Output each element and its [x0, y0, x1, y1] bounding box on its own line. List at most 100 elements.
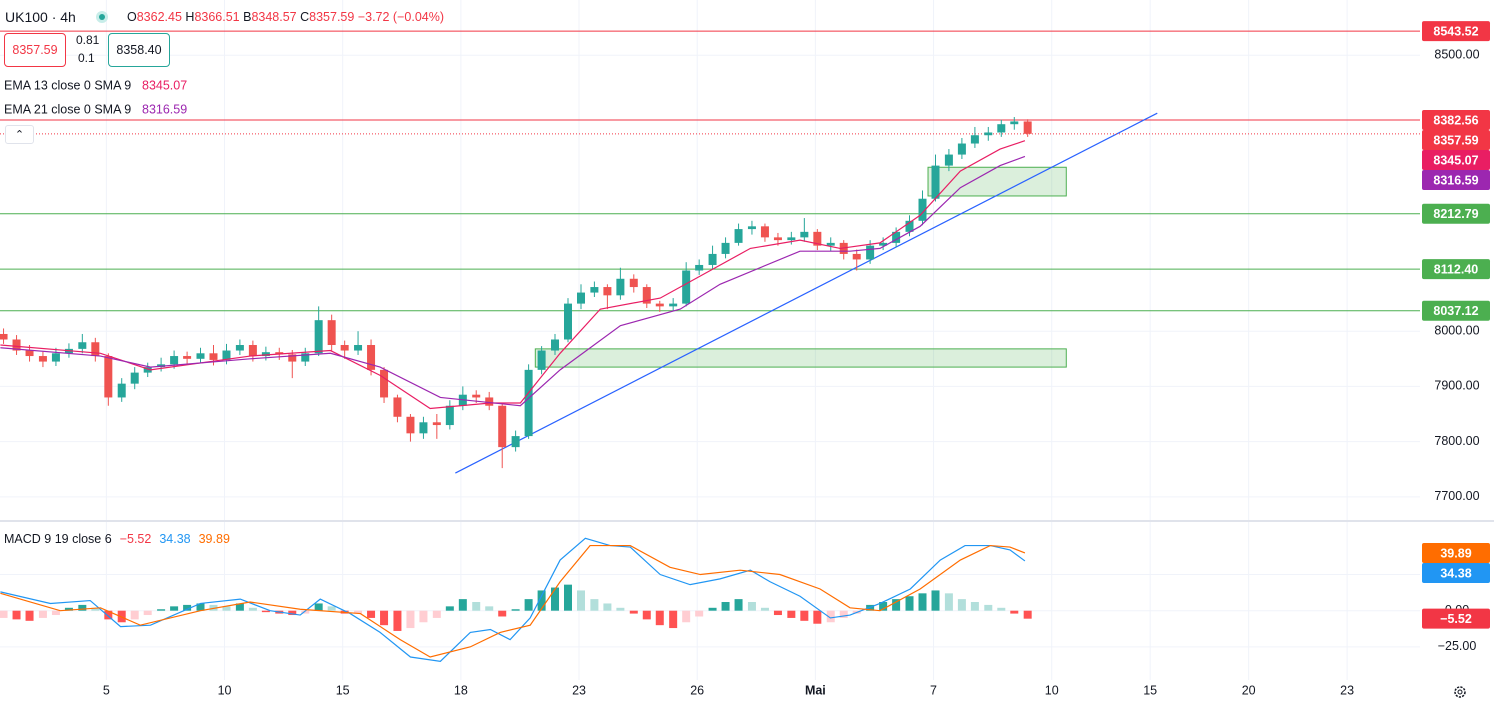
candle-body: [879, 242, 888, 246]
ohlc-key: H: [185, 10, 195, 24]
candle-body: [747, 226, 756, 230]
histogram-bar: [38, 610, 47, 618]
histogram-bar: [984, 604, 993, 611]
candle-body: [340, 345, 349, 351]
spread: 0.1: [78, 51, 95, 65]
candle-body: [261, 352, 270, 357]
legend-label: EMA 13 close 0 SMA 9: [4, 78, 131, 92]
candle-body: [931, 165, 940, 199]
histogram-bar: [564, 584, 572, 611]
legend-value: 8345.07: [142, 78, 187, 92]
candle-body: [275, 352, 284, 355]
price-tag-label: 8112.40: [1434, 262, 1479, 276]
candle-body: [970, 135, 979, 144]
candle-body: [12, 339, 21, 351]
histogram-bar: [800, 610, 809, 621]
candle-body: [682, 270, 691, 304]
legend-value: 8316.59: [142, 102, 187, 116]
candle-body: [222, 350, 231, 360]
candle-body: [773, 237, 782, 241]
histogram-bar: [472, 602, 481, 611]
candle-body: [498, 405, 507, 448]
histogram-bar: [209, 604, 218, 611]
histogram-bar: [957, 599, 966, 611]
histogram-bar: [406, 610, 415, 629]
candle-body: [564, 303, 572, 340]
candle-body: [1010, 121, 1019, 125]
buy-button[interactable]: 8358.40: [108, 33, 170, 67]
y-tick-label: 7800.00: [1434, 434, 1479, 448]
candle-body: [721, 242, 730, 254]
histogram-bar: [12, 610, 21, 620]
candle-body: [196, 353, 205, 359]
candle-body: [695, 264, 704, 271]
histogram-bar: [498, 610, 507, 617]
candle-body: [301, 353, 310, 362]
histogram-bar: [616, 607, 625, 611]
candle-body: [0, 333, 8, 340]
histogram-bar: [170, 606, 179, 611]
candle-body: [406, 416, 415, 434]
macd-line: [0, 537, 1026, 662]
spread: 0.81: [76, 33, 100, 47]
x-tick-label: 20: [1242, 683, 1256, 697]
histogram-bar: [590, 599, 599, 611]
candle-body: [892, 231, 901, 243]
candle-body: [629, 278, 638, 288]
candle-body: [209, 353, 218, 360]
candle-body: [25, 350, 34, 357]
histogram-bar: [327, 606, 336, 611]
histogram-bar: [380, 610, 389, 626]
candle-body: [826, 242, 835, 246]
candle-body: [432, 422, 441, 426]
histogram-bar: [576, 590, 585, 611]
price-tag-label: 34.38: [1440, 566, 1471, 580]
candle-body: [170, 356, 179, 365]
price-tag-label: 8212.79: [1433, 207, 1478, 221]
histogram-bar: [1023, 610, 1032, 619]
histogram-bar: [288, 610, 297, 616]
histogram-bar: [314, 603, 323, 611]
candle-body: [235, 345, 244, 351]
sell-button[interactable]: 8357.59: [4, 33, 66, 67]
histogram-bar: [445, 606, 454, 611]
price-tag-label: 8543.52: [1433, 24, 1478, 38]
histogram-bar: [25, 610, 34, 621]
candle-body: [813, 231, 822, 246]
histogram-bar: [603, 603, 612, 611]
histogram-bar: [301, 610, 310, 614]
collapse-button[interactable]: ⌃: [5, 125, 34, 144]
candle-body: [51, 353, 60, 362]
candle-body: [472, 394, 481, 398]
candle-body: [866, 245, 875, 260]
price-tag: [1422, 150, 1490, 171]
price-tag: [1422, 259, 1490, 280]
histogram-bar: [104, 610, 113, 620]
histogram-bar: [629, 610, 638, 614]
candle-body: [511, 436, 520, 448]
histogram-bar: [642, 610, 651, 620]
histogram-bar: [695, 610, 704, 617]
ohlc-value: 8362.45: [136, 10, 182, 24]
histogram-bar: [1010, 610, 1019, 614]
x-tick-label: 15: [1143, 683, 1157, 697]
candle-body: [576, 292, 585, 304]
x-tick-label: 23: [1340, 683, 1354, 697]
ohlc-value: 8357.59: [309, 10, 355, 24]
candle-body: [393, 397, 402, 417]
candle-body: [944, 154, 953, 166]
price-tag-label: −5.52: [1440, 612, 1472, 626]
histogram-bar: [682, 610, 691, 623]
symbol: UK100 · 4h: [5, 9, 76, 25]
candle-body: [354, 345, 363, 351]
signal-line: [0, 544, 1026, 658]
histogram-bar: [839, 610, 848, 618]
price-tag-label: 8316.59: [1433, 173, 1478, 187]
candle-body: [800, 231, 809, 238]
ohlc: O8362.45 H8366.51 B8348.57 C8357.59 −3.7…: [127, 10, 444, 24]
y-tick-label: 7900.00: [1434, 379, 1479, 393]
histogram-bar: [537, 590, 546, 611]
candle-body: [38, 356, 47, 362]
histogram-bar: [669, 610, 678, 629]
